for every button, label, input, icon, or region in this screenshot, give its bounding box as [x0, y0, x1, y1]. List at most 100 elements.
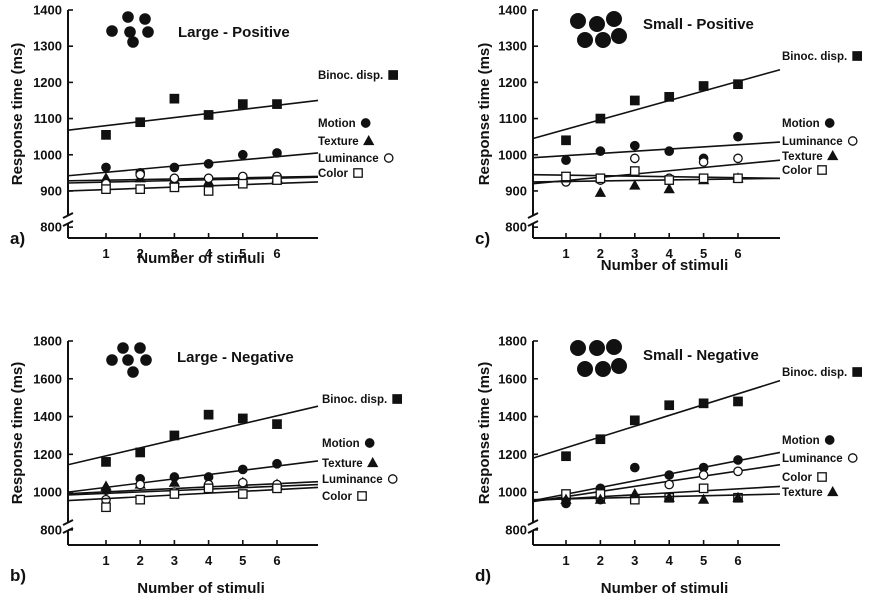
x-axis-title: Number of stimuli — [137, 250, 265, 267]
data-point — [169, 182, 180, 193]
panel-title: Small - Positive — [643, 16, 754, 33]
x-tick-label: 6 — [273, 246, 280, 261]
data-point — [169, 489, 180, 499]
x-tick-label: 6 — [734, 246, 741, 261]
y-tick-label: 1000 — [498, 147, 527, 162]
data-point — [594, 186, 607, 197]
data-point — [169, 430, 180, 441]
legend-marker — [847, 453, 858, 463]
legend-marker — [392, 394, 403, 404]
data-point — [237, 99, 248, 109]
legend-marker — [388, 70, 399, 80]
x-tick-label: 5 — [700, 246, 707, 261]
data-point — [203, 173, 214, 184]
data-point — [698, 398, 709, 409]
data-point — [272, 483, 282, 494]
fit-line — [532, 379, 781, 459]
series-label: Color — [782, 472, 813, 484]
series-label: Binoc. disp. — [322, 394, 387, 406]
data-point — [237, 464, 248, 475]
data-point — [698, 81, 709, 91]
series-motion: Motion — [532, 435, 835, 509]
x-tick-label: 2 — [137, 246, 144, 261]
panel-letter: a) — [10, 229, 25, 248]
data-point — [203, 110, 214, 120]
data-point — [733, 173, 743, 184]
data-point — [664, 479, 675, 490]
series-label: Binoc. disp. — [782, 51, 847, 63]
y-axis-title: Response time (ms) — [9, 362, 26, 505]
data-point — [203, 158, 214, 169]
data-point — [697, 493, 710, 504]
data-point — [135, 117, 146, 128]
y-tick-label: 1400 — [498, 3, 527, 18]
data-point — [664, 92, 675, 102]
legend-marker — [353, 168, 363, 178]
data-point — [272, 175, 282, 185]
data-point — [169, 93, 180, 104]
series-label: Color — [318, 168, 349, 180]
x-tick-label: 3 — [631, 553, 638, 568]
data-point — [733, 153, 743, 164]
x-tick-label: 4 — [205, 553, 213, 568]
y-axis-title: Response time (ms) — [476, 362, 493, 505]
chart-panel-4: 800 1000 1200 1400 1600 1800 1 2 3 4 5 6 Number of s… — [475, 334, 863, 597]
chart-panel-1: 800 900 1000 1100 1200 1300 1400 1 2 3 4 5 6 Number o… — [9, 3, 399, 267]
series-label: Texture — [322, 458, 363, 470]
legend-marker — [383, 153, 394, 163]
legend-marker — [852, 51, 863, 61]
data-point — [272, 99, 282, 109]
x-tick-label: 1 — [102, 553, 109, 568]
series-label: Texture — [318, 136, 359, 148]
data-point — [101, 502, 111, 513]
data-point — [733, 455, 743, 465]
panel-title: Small - Negative — [643, 347, 759, 364]
legend-marker — [847, 136, 858, 146]
y-tick-label: 800 — [505, 522, 527, 537]
x-tick-label: 6 — [273, 553, 280, 568]
data-point — [168, 476, 181, 487]
data-point — [664, 146, 675, 156]
series-label: Motion — [782, 118, 820, 130]
panel-letter: c) — [475, 229, 490, 248]
data-point — [272, 419, 282, 429]
fit-line — [532, 159, 781, 185]
data-point — [272, 148, 282, 158]
legend-marker — [357, 491, 367, 501]
x-tick-label: 1 — [562, 553, 569, 568]
data-point — [560, 493, 572, 504]
x-tick-label: 3 — [631, 246, 638, 261]
data-point — [664, 400, 675, 411]
data-point — [629, 166, 640, 176]
data-point — [101, 184, 111, 194]
data-point — [595, 434, 606, 445]
chart-panel-3: 800 1000 1200 1400 1600 1800 1 2 3 4 5 6 Number of s… — [9, 334, 403, 597]
series-motion: Motion — [532, 118, 835, 166]
fit-line — [532, 68, 781, 140]
legend-marker — [852, 367, 863, 377]
data-point — [595, 146, 606, 156]
data-point — [237, 477, 248, 488]
series-color: Color — [532, 165, 827, 185]
data-point — [272, 458, 282, 469]
series-label: Binoc. disp. — [318, 70, 383, 82]
panel-letter: b) — [10, 566, 26, 585]
y-tick-label: 900 — [40, 183, 62, 198]
y-tick-label: 1400 — [33, 3, 62, 18]
data-point — [664, 470, 675, 480]
y-tick-label: 1000 — [33, 147, 62, 162]
series-texture: Texture — [532, 485, 839, 504]
x-tick-label: 2 — [597, 553, 604, 568]
data-point — [733, 466, 743, 477]
data-point — [203, 186, 214, 196]
data-point — [135, 184, 146, 194]
series-label: Binoc. disp. — [782, 367, 847, 379]
series-label: Luminance — [782, 453, 843, 465]
y-tick-label: 1100 — [499, 111, 527, 126]
series-color: Color — [67, 168, 363, 196]
y-tick-label: 1300 — [33, 39, 62, 54]
legend-marker — [827, 485, 839, 497]
series-label: Motion — [318, 118, 356, 130]
legend-marker — [824, 118, 835, 128]
data-point — [629, 462, 640, 473]
